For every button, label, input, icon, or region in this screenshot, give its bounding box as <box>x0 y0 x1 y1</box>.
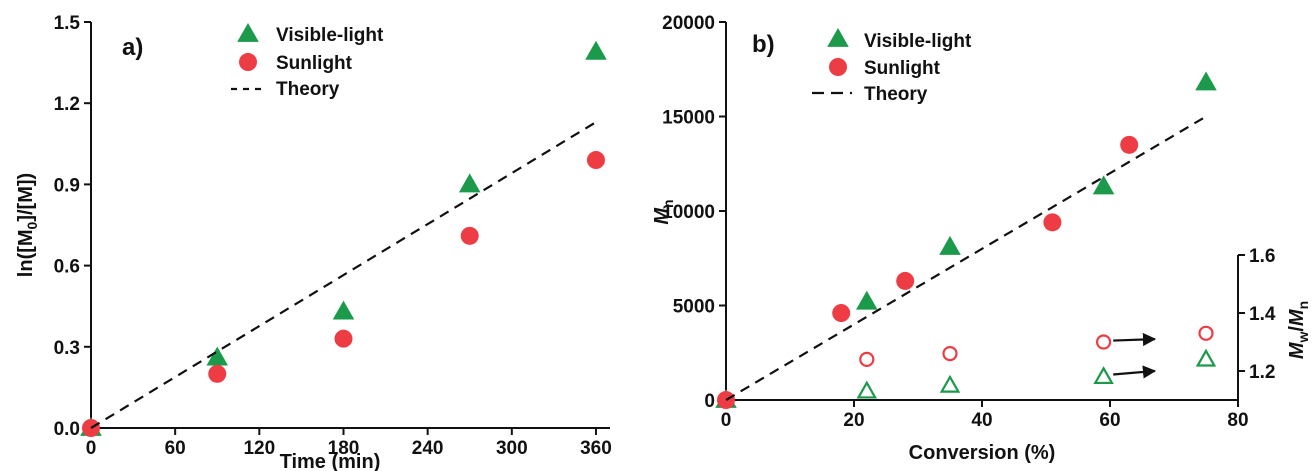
legend-label-sunlight: Sunlight <box>864 58 941 79</box>
axis-pointer-arrow <box>1113 365 1157 379</box>
legend-label-visible-light: Visible-light <box>864 31 972 52</box>
x-axis-title: Conversion (%) <box>909 442 1056 464</box>
y-axis-title: Mn <box>651 199 676 224</box>
legend-marker-sunlight <box>239 53 257 71</box>
visible-light-mn-point <box>1092 175 1115 195</box>
x-tick-label: 40 <box>971 410 992 431</box>
sunlight-point <box>208 364 227 383</box>
sunlight-dispersity-point <box>1198 325 1214 341</box>
visible-light-dispersity-point <box>1195 348 1217 367</box>
sunlight-mn-point <box>1120 135 1139 154</box>
y-axis-title: ln([M0]/[M]) <box>15 173 40 277</box>
axis-pointer-arrow <box>1113 332 1157 347</box>
sunlight-dispersity-point <box>1095 334 1112 350</box>
x-tick-label: 0 <box>86 438 97 459</box>
y2-tick-label: 1.4 <box>1249 304 1276 325</box>
sunlight-dispersity-point <box>859 351 875 367</box>
x-axis-title: Time (min) <box>280 451 381 471</box>
y-tick-label: 0.3 <box>54 338 80 359</box>
visible-light-point <box>585 40 607 60</box>
visible-light-point <box>332 300 355 320</box>
x-tick-label: 60 <box>1099 410 1120 431</box>
sunlight-mn-point <box>832 304 851 323</box>
visible-light-point <box>206 346 229 366</box>
y-tick-label: 1.5 <box>54 13 81 34</box>
legend-label-sunlight: Sunlight <box>276 53 353 74</box>
y2-tick-label: 1.6 <box>1249 246 1275 267</box>
y-tick-label: 10000 <box>662 202 715 223</box>
sunlight-mn-point <box>1043 213 1062 232</box>
chart-a: 0 60 120 180 240 300 360 0.0 0.3 0.6 0.9 1.2 1.5 a) Vi… <box>15 13 612 471</box>
y-tick-label: 0.9 <box>54 175 80 196</box>
x-tick-label: 20 <box>843 410 864 431</box>
sunlight-point <box>460 226 479 245</box>
sunlight-mn-point <box>896 271 915 290</box>
visible-light-point <box>458 173 481 193</box>
panel-label-b: b) <box>752 31 775 58</box>
theory-line <box>90 121 597 429</box>
y-tick-label: 15000 <box>662 108 715 129</box>
visible-light-mn-point <box>856 290 878 310</box>
legend-marker-sunlight <box>829 58 847 76</box>
x-tick-label: 360 <box>580 438 612 459</box>
legend-label-visible-light: Visible-light <box>276 25 384 46</box>
y-tick-label: 1.2 <box>54 94 80 115</box>
x-tick-label: 80 <box>1227 410 1248 431</box>
visible-light-dispersity-point <box>856 380 878 399</box>
visible-light-dispersity-point <box>939 374 961 393</box>
sunlight-point <box>586 151 605 170</box>
y-tick-label: 5000 <box>673 297 715 318</box>
legend-label-theory: Theory <box>864 84 928 105</box>
y-tick-label: 0.0 <box>54 419 80 440</box>
visible-light-mn-point <box>1195 71 1217 91</box>
panel-label-a: a) <box>122 34 143 61</box>
x-tick-label: 60 <box>165 438 186 459</box>
legend-label-theory: Theory <box>276 79 340 100</box>
x-tick-label: 180 <box>328 438 360 459</box>
x-tick-label: 300 <box>496 438 528 459</box>
y-tick-label: 20000 <box>662 13 715 34</box>
y2-axis-title: Mw/Mn <box>1286 301 1311 359</box>
legend-marker-visible-light <box>237 23 259 42</box>
visible-light-dispersity-point <box>1093 366 1114 385</box>
legend-marker-visible-light <box>827 28 849 47</box>
y-tick-label: 0.6 <box>54 257 80 278</box>
theory-line <box>725 115 1207 401</box>
x-tick-label: 240 <box>412 438 444 459</box>
chart-b: 0 20 40 60 80 0 5000 10000 15000 20000 1.2 1.4 1.6 b)… <box>651 13 1311 464</box>
y2-tick-label: 1.2 <box>1249 362 1275 383</box>
sunlight-dispersity-point <box>942 346 958 362</box>
y-tick-label: 0 <box>704 391 715 412</box>
x-tick-label: 0 <box>721 410 732 431</box>
x-tick-label: 120 <box>243 438 275 459</box>
sunlight-point <box>334 329 353 348</box>
visible-light-mn-point <box>939 235 961 255</box>
